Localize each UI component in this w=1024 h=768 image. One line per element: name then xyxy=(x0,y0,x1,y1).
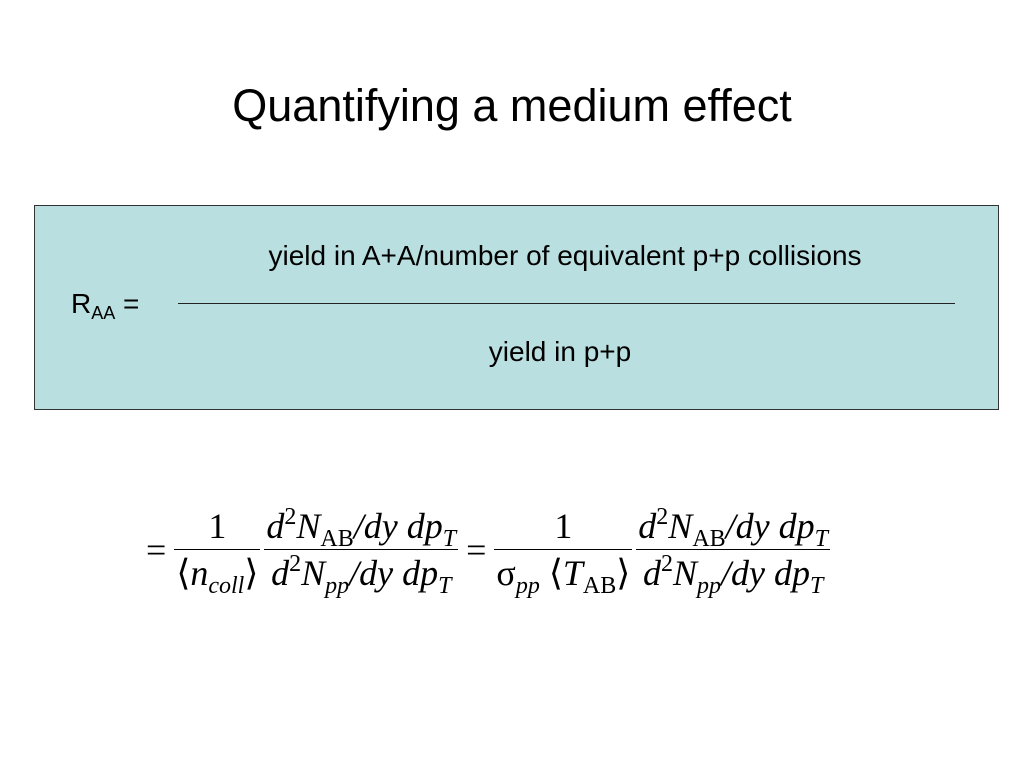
fraction-numerator: 1 xyxy=(174,505,261,550)
math-piece: d xyxy=(642,553,661,593)
equals: = xyxy=(123,288,140,319)
symbol: R xyxy=(71,288,92,319)
math-piece: ⟩ xyxy=(616,553,631,593)
math-piece: N xyxy=(668,506,693,546)
math-piece: pp xyxy=(696,573,721,599)
fraction: 1 ⟨ n coll ⟩ xyxy=(174,505,261,599)
math-piece: pp xyxy=(325,573,350,599)
math-piece: /dy dp xyxy=(720,553,810,593)
math-piece: 1 xyxy=(208,506,227,546)
math-piece: ⟨ xyxy=(539,553,563,593)
math-piece: d xyxy=(271,553,290,593)
math-piece: σ xyxy=(496,553,516,593)
math-piece: d xyxy=(266,506,285,546)
math-piece: T xyxy=(809,573,824,599)
math-piece: T xyxy=(442,526,457,552)
denominator: yield in p+p xyxy=(488,336,632,367)
math-piece: n xyxy=(190,553,209,593)
math-piece: pp xyxy=(515,573,540,599)
math-piece: 1 xyxy=(554,506,573,546)
math-piece: 2 xyxy=(284,504,297,530)
fraction-numerator: d 2 N AB/dy dp T xyxy=(264,504,459,552)
fraction-denominator: σ pp ⟨ T AB ⟩ xyxy=(494,550,632,599)
math-piece: N xyxy=(296,506,321,546)
math-piece: ⟩ xyxy=(244,553,259,593)
math-piece: /dy dp xyxy=(353,506,443,546)
fraction-line xyxy=(178,303,955,304)
operator: = xyxy=(466,529,487,570)
fraction-denominator: ⟨ n coll ⟩ xyxy=(174,550,260,599)
math-piece: AB xyxy=(582,573,617,599)
slide-title: Quantifying a medium effect xyxy=(232,80,792,131)
definition-box: RAA = yield in A+A/number of equivalent … xyxy=(34,205,999,410)
math-piece: d xyxy=(638,506,657,546)
subscript: AA xyxy=(91,303,116,323)
fraction-numerator: 1 xyxy=(494,505,633,550)
math-piece: /dy dp xyxy=(725,506,815,546)
numerator: yield in A+A/number of equivalent p+p co… xyxy=(268,240,862,271)
operator: = xyxy=(146,529,167,570)
math-piece: T xyxy=(438,573,452,599)
math-piece: 2 xyxy=(289,551,302,577)
math-piece: N xyxy=(672,553,697,593)
math-piece: coll xyxy=(208,573,245,599)
math-piece: AB xyxy=(692,526,726,552)
math-piece: ⟨ xyxy=(176,553,191,593)
ratio-label: RAA = xyxy=(71,288,139,324)
math-piece: /dy dp xyxy=(349,553,439,593)
math-piece: T xyxy=(562,553,583,593)
fraction-numerator: d 2 N AB/dy dp T xyxy=(636,504,830,552)
fraction: 1 σ pp ⟨ T AB ⟩ xyxy=(494,505,633,599)
math-piece: T xyxy=(814,526,828,552)
math-piece: 2 xyxy=(656,504,669,530)
math-piece: AB xyxy=(320,526,354,552)
math-piece: N xyxy=(301,553,326,593)
math-piece: 2 xyxy=(660,551,673,577)
